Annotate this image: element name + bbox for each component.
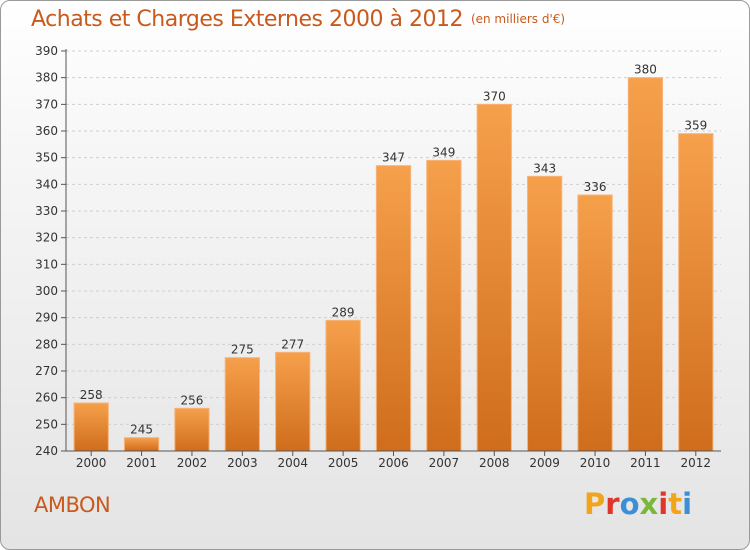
- x-tick-label: 2011: [630, 456, 661, 470]
- x-tick-label: 2009: [529, 456, 560, 470]
- y-tick-label: 370: [35, 97, 58, 111]
- x-tick-label: 2012: [681, 456, 712, 470]
- bar: [275, 351, 311, 452]
- bar: [627, 77, 664, 452]
- data-label: 380: [634, 63, 657, 77]
- x-tick-label: 2010: [580, 456, 611, 470]
- logo-letter: o: [619, 487, 640, 521]
- x-tick-label: 2001: [126, 456, 157, 470]
- data-label: 245: [130, 423, 153, 437]
- proxiti-logo[interactable]: Proxiti: [584, 487, 692, 521]
- data-label: 359: [684, 119, 707, 133]
- y-tick-label: 320: [35, 231, 58, 245]
- bar: [123, 437, 160, 452]
- x-tick-label: 2004: [277, 456, 308, 470]
- chart-title-block: Achats et Charges Externes 2000 à 2012 (e…: [31, 7, 565, 32]
- x-tick-label: 2006: [378, 456, 409, 470]
- commune-name: AMBON: [34, 493, 111, 517]
- y-tick-label: 280: [35, 337, 58, 351]
- bar: [426, 159, 462, 452]
- bar: [527, 175, 563, 452]
- y-tick-label: 240: [35, 444, 58, 458]
- data-label: 343: [533, 161, 556, 175]
- data-label: 370: [483, 89, 506, 103]
- chart-subtitle: (en milliers d'€): [470, 12, 566, 26]
- y-tick-label: 250: [35, 417, 58, 431]
- x-tick-label: 2008: [479, 456, 510, 470]
- logo-letter: t: [668, 487, 683, 521]
- y-tick-label: 330: [35, 204, 58, 218]
- data-label: 347: [382, 151, 405, 165]
- bar: [325, 319, 361, 452]
- bar: [224, 357, 260, 452]
- bar: [174, 407, 210, 452]
- data-label: 289: [332, 305, 355, 319]
- y-tick-label: 360: [35, 124, 58, 138]
- x-tick-label: 2002: [177, 456, 208, 470]
- y-tick-label: 390: [35, 44, 58, 58]
- data-label: 336: [584, 180, 607, 194]
- data-label: 277: [281, 337, 304, 351]
- bars: [73, 77, 714, 452]
- x-tick-label: 2005: [328, 456, 359, 470]
- bar: [73, 402, 109, 452]
- y-tick-label: 350: [35, 151, 58, 165]
- y-tick-label: 340: [35, 177, 58, 191]
- bar: [476, 103, 512, 452]
- logo-letter: r: [605, 487, 620, 521]
- x-tick-label: 2007: [429, 456, 460, 470]
- x-tick-label: 2003: [227, 456, 258, 470]
- chart-title: Achats et Charges Externes 2000 à 2012: [31, 7, 463, 32]
- logo-letter: x: [639, 487, 659, 521]
- y-tick-label: 270: [35, 364, 58, 378]
- logo-letter: i: [682, 487, 693, 521]
- y-tick-label: 380: [35, 71, 58, 85]
- data-label: 258: [80, 388, 103, 402]
- logo-letter: P: [584, 487, 606, 521]
- bar: [678, 133, 714, 452]
- bar: [375, 165, 412, 452]
- y-tick-label: 310: [35, 257, 58, 271]
- labels: 240 250 260 270 280 290 300 310 320 330 340 350 360 3…: [35, 44, 711, 470]
- logo-letter: i: [658, 487, 669, 521]
- data-label: 256: [181, 393, 204, 407]
- y-tick-label: 290: [35, 311, 58, 325]
- y-tick-label: 300: [35, 284, 58, 298]
- data-label: 349: [432, 145, 455, 159]
- bar: [577, 194, 613, 452]
- x-tick-label: 2000: [76, 456, 107, 470]
- axes: [61, 49, 721, 456]
- data-label: 275: [231, 343, 254, 357]
- y-tick-label: 260: [35, 391, 58, 405]
